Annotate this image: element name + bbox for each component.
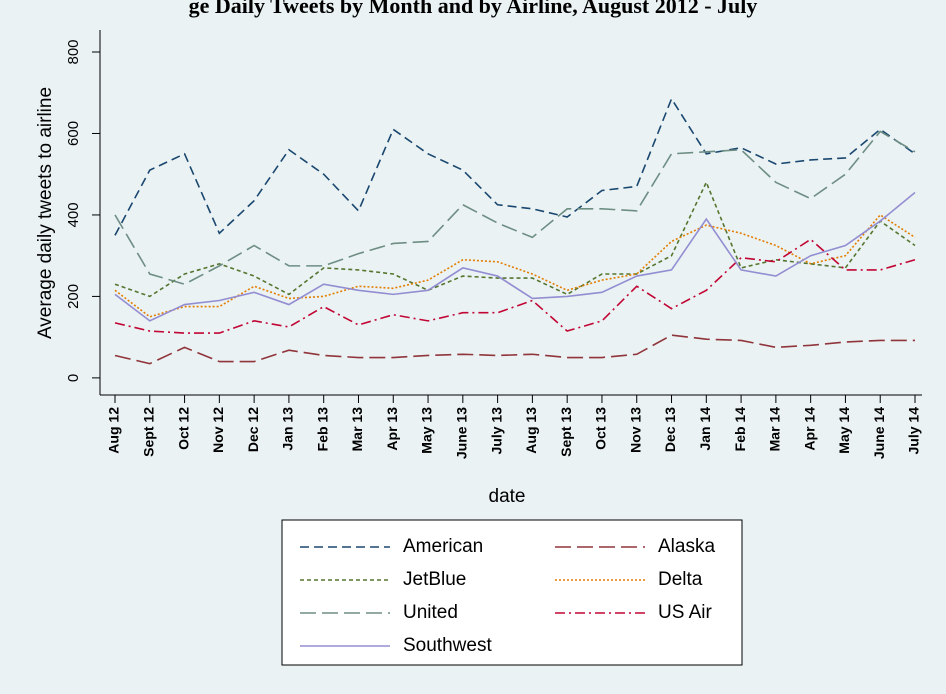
- y-tick-label: 600: [65, 121, 82, 146]
- x-tick-label: Jan 14: [697, 407, 713, 451]
- x-tick-label: Oct 13: [593, 407, 609, 450]
- x-axis-label: date: [489, 486, 526, 507]
- legend: [281, 519, 743, 666]
- series-line: [114, 130, 916, 286]
- y-tick-label: 0: [65, 374, 82, 382]
- series-line: [114, 334, 915, 365]
- x-tick-label: Nov 12: [210, 407, 226, 453]
- legend-label: American: [403, 536, 483, 557]
- y-tick-label: 400: [65, 202, 82, 227]
- x-tick-label: Apr 13: [384, 407, 400, 451]
- x-tick-label: Sept 13: [558, 407, 574, 457]
- x-tick-label: July 14: [906, 407, 922, 455]
- x-tick-label: June 14: [871, 407, 887, 459]
- x-tick-label: Sept 12: [140, 407, 156, 457]
- x-tick-label: Feb 13: [314, 407, 330, 452]
- x-tick-label: Mar 13: [349, 407, 365, 452]
- x-tick-label: Mar 14: [767, 407, 783, 452]
- legend-label: Southwest: [403, 635, 492, 656]
- x-tick-label: June 13: [454, 407, 470, 459]
- series-line: [114, 213, 916, 318]
- x-tick-label: Oct 12: [175, 407, 191, 450]
- series-line: [114, 97, 916, 236]
- x-tick-label: Aug 12: [106, 407, 122, 454]
- x-tick-label: Jan 13: [280, 407, 296, 451]
- legend-label: United: [403, 602, 458, 623]
- legend-label: US Air: [658, 602, 713, 623]
- y-tick-label: 800: [65, 39, 82, 64]
- x-tick-label: Nov 13: [627, 407, 643, 453]
- x-tick-label: July 13: [488, 407, 504, 455]
- x-tick-label: May 14: [836, 407, 852, 454]
- x-tick-label: Dec 12: [245, 407, 261, 452]
- y-axis-label: Average daily tweets to airline: [35, 87, 56, 339]
- chart-title: ge Daily Tweets by Month and by Airline,…: [189, 0, 758, 18]
- x-tick-label: Dec 13: [662, 407, 678, 452]
- series-line: [114, 191, 916, 322]
- legend-label: Delta: [658, 569, 703, 590]
- y-tick-label: 200: [65, 284, 82, 309]
- legend-label: JetBlue: [403, 569, 466, 590]
- x-tick-label: Feb 14: [732, 407, 748, 452]
- legend-label: Alaska: [658, 536, 715, 557]
- x-tick-label: Aug 13: [523, 407, 539, 454]
- x-tick-label: Apr 14: [801, 407, 817, 451]
- x-tick-label: May 13: [419, 407, 435, 454]
